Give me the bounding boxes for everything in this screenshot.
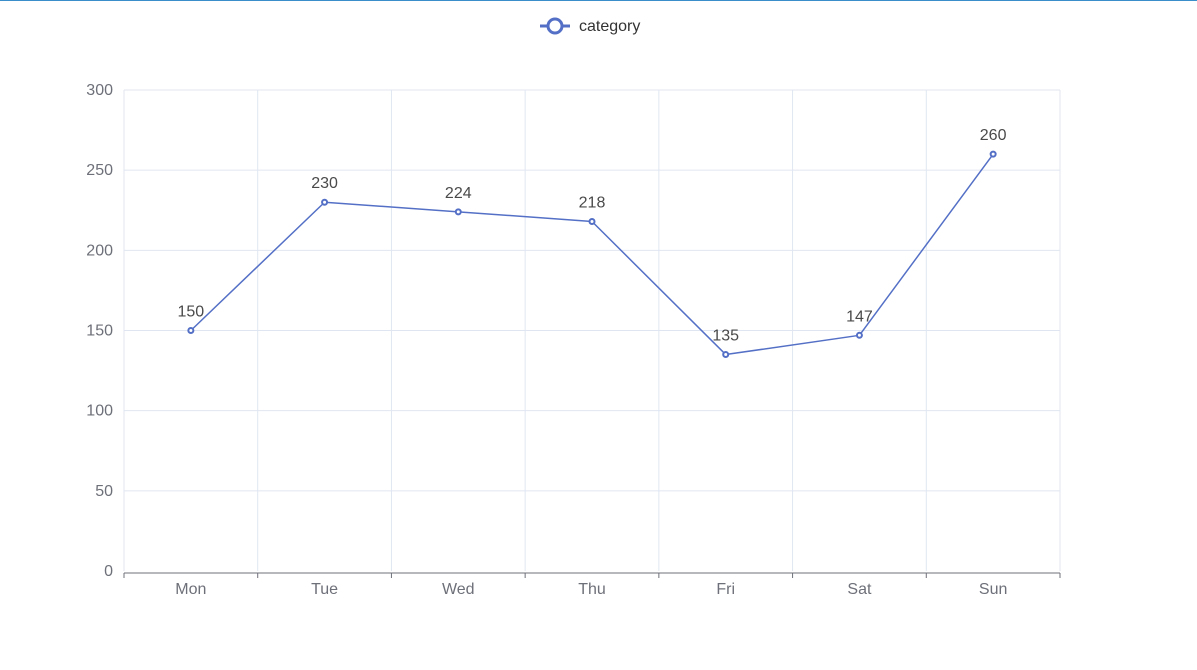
y-tick-label: 100 (86, 403, 113, 420)
data-point[interactable] (321, 198, 329, 206)
y-tick-label: 50 (95, 483, 113, 500)
data-label: 230 (311, 175, 338, 192)
data-point[interactable] (989, 150, 997, 158)
y-tick-label: 150 (86, 323, 113, 340)
x-tick-label: Wed (442, 581, 475, 598)
y-tick-label: 0 (104, 563, 113, 580)
data-point[interactable] (855, 331, 863, 339)
x-axis: Mon Tue Wed Thu Fri Sat Sun (123, 572, 1061, 598)
data-point[interactable] (588, 217, 596, 225)
x-tick-label: Tue (311, 581, 338, 598)
series-group: 150 230 224 218 135 147 260 (178, 127, 1007, 359)
x-tick-label: Sun (979, 581, 1007, 598)
data-label: 218 (579, 194, 606, 211)
data-label: 147 (846, 308, 873, 325)
y-tick-label: 200 (86, 242, 113, 259)
data-label: 135 (712, 328, 739, 345)
y-axis: 0 50 100 150 200 250 300 (86, 82, 113, 580)
legend-circle-icon (546, 17, 564, 35)
y-tick-label: 250 (86, 162, 113, 179)
data-label: 224 (445, 185, 472, 202)
data-label: 150 (178, 304, 205, 321)
y-tick-label: 300 (86, 82, 113, 99)
grid-lines (123, 89, 1061, 571)
data-point[interactable] (187, 327, 195, 334)
x-tick-label: Sat (847, 581, 872, 598)
x-tick-label: Fri (716, 581, 735, 598)
data-point[interactable] (722, 351, 730, 359)
data-label: 260 (980, 127, 1007, 144)
data-point[interactable] (454, 208, 462, 216)
x-tick-label: Thu (578, 581, 606, 598)
x-tick-label: Mon (175, 581, 206, 598)
chart-legend[interactable]: category (540, 17, 640, 35)
legend-label[interactable]: category (579, 18, 640, 35)
